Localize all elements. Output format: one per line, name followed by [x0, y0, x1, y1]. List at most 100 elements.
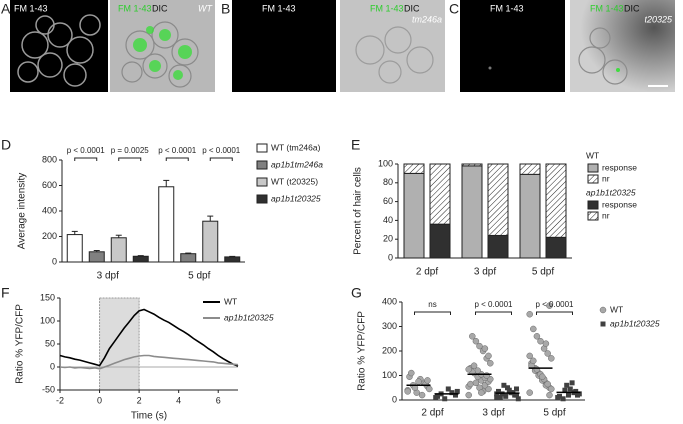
bar-segment	[461, 163, 483, 167]
significance-bracket	[536, 311, 573, 315]
line-series	[59, 308, 239, 367]
x-tick-label: 6	[216, 395, 221, 405]
point	[569, 380, 575, 386]
point	[454, 388, 460, 394]
x-tick-label: -2	[56, 395, 64, 405]
x-tick-label: 3 dpf	[97, 271, 119, 282]
image-label: FM 1-43	[370, 3, 404, 13]
point	[470, 362, 478, 369]
point	[539, 373, 546, 380]
panel-b: B FM 1-43 FM 1-43 DIC tm246a	[221, 0, 445, 92]
x-axis-title: Time (s)	[131, 411, 167, 422]
y-axis-title: Percent of hair cells	[353, 167, 364, 255]
point	[467, 380, 474, 388]
legend-marker	[599, 306, 607, 314]
point	[548, 355, 555, 362]
bar-segment	[545, 163, 567, 238]
legend-label: ap1b1t20325	[610, 318, 660, 328]
point	[424, 377, 431, 384]
y-tick-label: 100	[382, 370, 397, 380]
y-axis-title: Ratio % YFP/CFP	[357, 311, 368, 391]
legend-label: nr	[602, 210, 610, 220]
green-signal	[616, 68, 620, 72]
point	[442, 396, 448, 402]
point	[533, 333, 541, 340]
bar-segment	[519, 163, 541, 175]
panel-letter: A	[1, 1, 11, 17]
bar-segment	[403, 172, 425, 259]
point	[503, 393, 509, 399]
bar	[110, 237, 127, 263]
dic-image	[110, 0, 215, 92]
y-tick-label: 400	[382, 296, 397, 306]
significance-bracket	[165, 157, 189, 161]
x-tick-label: 2 dpf	[421, 408, 443, 419]
legend-label: ap1b1tm246a	[271, 159, 323, 169]
point	[526, 389, 533, 396]
point	[408, 369, 415, 377]
x-tick-label: 3 dpf	[482, 408, 504, 419]
significance-bracket	[118, 157, 142, 161]
point	[469, 333, 476, 340]
point	[465, 366, 472, 373]
genotype-tag: WT	[198, 3, 213, 13]
point	[544, 380, 551, 388]
image-label: FM 1-43	[262, 3, 296, 13]
y-tick-label: 0	[392, 394, 397, 404]
point	[526, 352, 533, 360]
legend-swatch	[587, 163, 599, 173]
point	[476, 342, 483, 350]
dic-image	[570, 0, 675, 92]
point	[404, 388, 411, 395]
x-tick-label: 5 dpf	[543, 408, 565, 419]
image-label: FM 1-43	[14, 3, 48, 13]
point	[501, 382, 507, 388]
panel-letter: E	[351, 137, 360, 153]
bar	[66, 234, 83, 263]
genotype-tag: t20325	[644, 14, 673, 24]
y-tick-label: 0	[388, 252, 393, 262]
significance-label: p < 0.0001	[202, 146, 241, 155]
fluorescence-image	[460, 0, 565, 92]
point	[564, 382, 570, 388]
point	[465, 391, 472, 399]
point	[533, 366, 541, 373]
point	[537, 337, 544, 345]
y-tick-label: 800	[42, 154, 57, 164]
legend-label: nr	[602, 173, 610, 183]
y-axis-title: Ratio % YFP/CFP	[15, 304, 26, 384]
green-signal	[133, 26, 192, 80]
panel-letter: G	[351, 285, 362, 301]
faint-spot	[488, 66, 492, 70]
image-label: FM 1-43	[490, 3, 524, 13]
stimulus-shade	[99, 297, 140, 391]
line-series	[59, 354, 239, 370]
significance-bracket	[209, 157, 233, 161]
point	[415, 378, 422, 385]
x-tick-label: 2 dpf	[416, 267, 438, 278]
legend-label: ap1b1t20325	[224, 312, 274, 322]
y-tick-label: 0	[50, 361, 55, 371]
point	[481, 345, 489, 352]
point	[472, 379, 480, 387]
bar-segment	[403, 163, 425, 174]
point	[487, 360, 494, 367]
x-tick-label: 3 dpf	[474, 267, 496, 278]
legend-label: ap1b1t20325	[271, 193, 321, 203]
image-label: FM 1-43	[118, 3, 152, 13]
bar-segment	[487, 234, 509, 259]
point	[546, 302, 553, 309]
legend-label: WT (tm246a)	[271, 142, 321, 152]
significance-label: p < 0.0001	[474, 300, 513, 309]
fluorescence-image	[232, 0, 336, 92]
point	[567, 386, 573, 392]
legend-swatch	[256, 160, 268, 170]
y-tick-label: 100	[40, 315, 55, 325]
legend-swatch	[587, 200, 599, 210]
dic-cells	[355, 26, 434, 84]
point	[478, 389, 485, 396]
bar-segment	[519, 173, 541, 259]
dic-cells	[578, 27, 628, 85]
bar	[132, 255, 149, 263]
bar-segment	[429, 223, 451, 259]
